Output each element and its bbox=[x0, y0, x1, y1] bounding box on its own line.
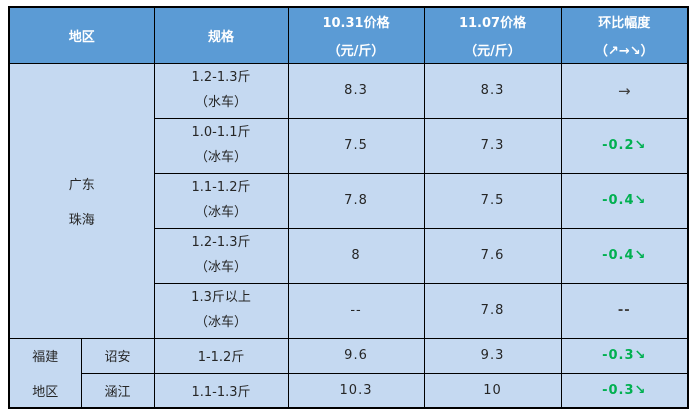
table-row: 1.1-1.2斤 （冰车） 7.8 7.5 -0.4↘ bbox=[9, 172, 689, 229]
price-table: 地区 规格 10.31价格 （元/斤） 11.07价格 （元/斤） 环比幅度 （… bbox=[8, 6, 690, 409]
table-row: 广东 珠海 1.2-1.3斤 （水车） 8.3 8.3 → bbox=[8, 62, 689, 339]
subregion-cell-hanjiang: 涵江 bbox=[80, 372, 155, 409]
change-cell: -- bbox=[560, 282, 689, 339]
change-cell: -0.2↘ bbox=[560, 117, 689, 174]
subregion-cell-zhaoan: 诏安 bbox=[80, 337, 155, 374]
spec-cell: 1.1-1.3斤 bbox=[153, 372, 289, 409]
price-1107-cell: 10 bbox=[423, 372, 562, 409]
price-1031-cell: 9.6 bbox=[287, 337, 425, 374]
header-price-1031-line2: （元/斤） bbox=[327, 43, 385, 59]
region-line2: 地区 bbox=[32, 384, 59, 400]
table-row: 1.0-1.1斤 （冰车） 7.5 7.3 -0.2↘ bbox=[9, 117, 689, 174]
region-line2: 珠海 bbox=[68, 212, 95, 228]
spec-line1: 1.1-1.2斤 bbox=[191, 180, 251, 196]
spec-cell: 1.2-1.3斤 （冰车） bbox=[153, 227, 289, 284]
table-row: 涵江 1.1-1.3斤 10.3 10 -0.3↘ bbox=[9, 372, 689, 409]
table-row: 1.3斤以上 （冰车） -- 7.8 -- bbox=[9, 282, 689, 339]
header-change-line1: 环比幅度 bbox=[598, 15, 651, 31]
price-1107-cell: 9.3 bbox=[423, 337, 562, 374]
header-change: 环比幅度 （↗→↘） bbox=[560, 6, 689, 64]
spec-line1: 1.0-1.1斤 bbox=[191, 125, 251, 141]
price-1107-cell: 7.3 bbox=[423, 117, 562, 174]
spec-line1: 1.2-1.3斤 bbox=[191, 235, 251, 251]
header-price-1107-line1: 11.07价格 bbox=[458, 15, 527, 31]
header-region: 地区 bbox=[8, 6, 155, 64]
header-change-line2: （↗→↘） bbox=[594, 43, 654, 59]
change-cell: → bbox=[560, 62, 689, 119]
spec-line1: 1.3斤以上 bbox=[191, 290, 251, 306]
table-row: 1.2-1.3斤 （冰车） 8 7.6 -0.4↘ bbox=[9, 227, 689, 284]
region-cell-guangdong-zhuhai: 广东 珠海 bbox=[8, 62, 155, 339]
change-cell: -0.3↘ bbox=[560, 372, 689, 409]
spec-cell: 1.1-1.2斤 （冰车） bbox=[153, 172, 289, 229]
price-1031-cell: 10.3 bbox=[287, 372, 425, 409]
header-price-1031-line1: 10.31价格 bbox=[322, 15, 390, 31]
table-row: 福建 地区 诏安 1-1.2斤 9.6 9.3 -0.3↘ bbox=[8, 337, 689, 409]
price-1107-cell: 7.5 bbox=[423, 172, 562, 229]
spec-cell: 1.3斤以上 （冰车） bbox=[153, 282, 289, 339]
region-line1: 广东 bbox=[68, 177, 95, 193]
header-price-1031: 10.31价格 （元/斤） bbox=[287, 6, 425, 64]
spec-cell: 1.2-1.3斤 （水车） bbox=[153, 62, 289, 119]
price-1031-cell: 7.8 bbox=[287, 172, 425, 229]
spec-line1: 1.2-1.3斤 bbox=[191, 70, 251, 86]
change-cell: -0.4↘ bbox=[560, 227, 689, 284]
price-1107-cell: 7.6 bbox=[423, 227, 562, 284]
region-cell-fujian: 福建 地区 bbox=[8, 337, 82, 409]
price-1031-cell: 8 bbox=[287, 227, 425, 284]
price-1107-cell: 7.8 bbox=[423, 282, 562, 339]
change-cell: -0.4↘ bbox=[560, 172, 689, 229]
price-1031-cell: -- bbox=[287, 282, 425, 339]
header-price-1107: 11.07价格 （元/斤） bbox=[423, 6, 562, 64]
header-price-1107-line2: （元/斤） bbox=[464, 43, 521, 59]
price-1107-cell: 8.3 bbox=[423, 62, 562, 119]
price-1031-cell: 7.5 bbox=[287, 117, 425, 174]
spec-cell: 1-1.2斤 bbox=[153, 337, 289, 374]
spec-cell: 1.0-1.1斤 （冰车） bbox=[153, 117, 289, 174]
spec-line2: （水车） bbox=[195, 95, 248, 110]
spec-line2: （冰车） bbox=[195, 205, 248, 220]
change-cell: -0.3↘ bbox=[560, 337, 689, 374]
region-line1: 福建 bbox=[32, 349, 59, 365]
header-row: 地区 规格 10.31价格 （元/斤） 11.07价格 （元/斤） 环比幅度 （… bbox=[8, 6, 689, 64]
price-1031-cell: 8.3 bbox=[287, 62, 425, 119]
spec-line2: （冰车） bbox=[195, 150, 248, 165]
spec-line2: （冰车） bbox=[195, 315, 248, 330]
spec-line2: （冰车） bbox=[195, 260, 248, 275]
header-spec: 规格 bbox=[153, 6, 289, 64]
